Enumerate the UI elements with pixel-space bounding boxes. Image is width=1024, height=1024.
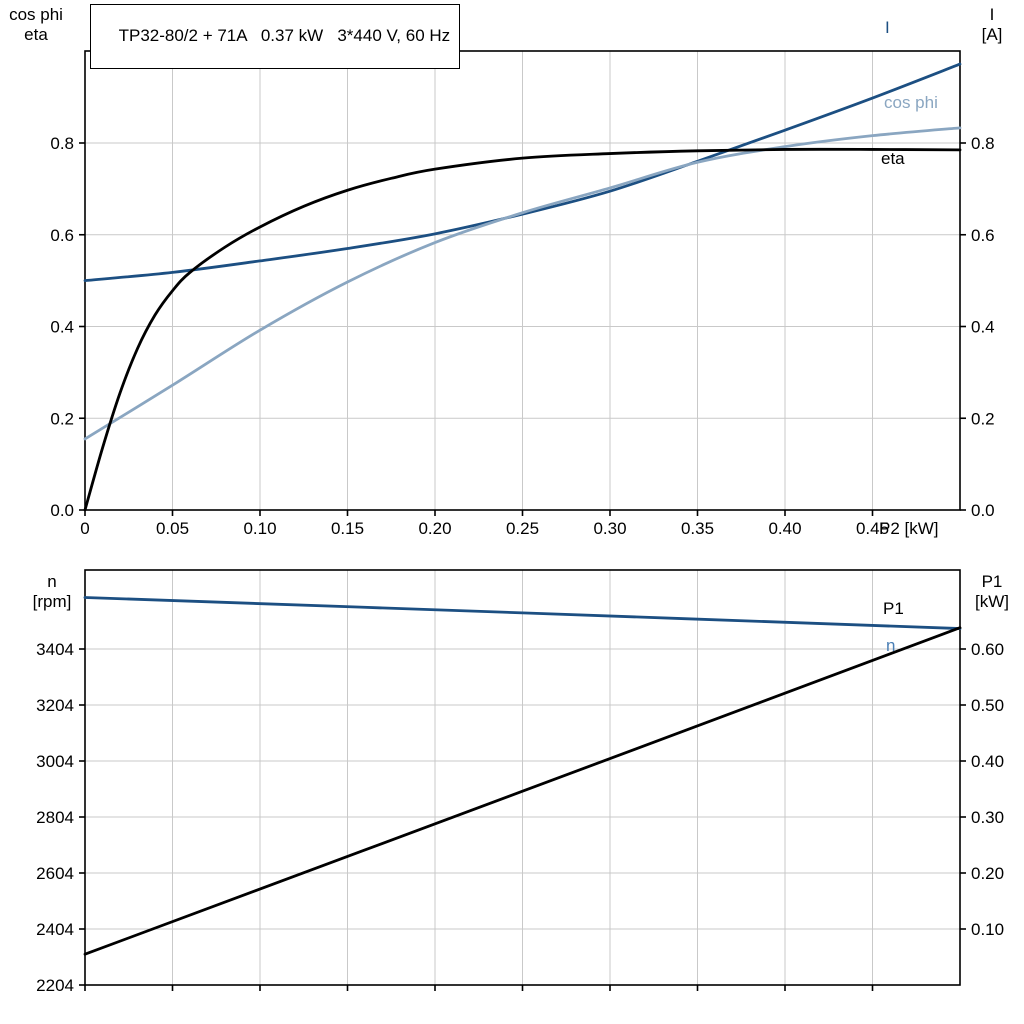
left-tick-label: 0.4 (50, 318, 74, 337)
right-tick-label: 0.10 (971, 920, 1004, 939)
left-tick-label: 0.6 (50, 226, 74, 245)
left-tick-label: 2604 (36, 864, 74, 883)
x-tick-label: 0.05 (156, 519, 189, 538)
left-tick-label: 2204 (36, 976, 74, 995)
curve-cos-phi (83, 126, 962, 441)
curve-P1 (83, 626, 962, 956)
speed-power-chart: 2204 2404 2604 2804 3004 3204 3404 0.10 0.20 0.30… (36, 569, 1004, 995)
curve-n (83, 596, 962, 630)
bottom-chart-right-axis-title: P1 [kW] (962, 572, 1022, 612)
right-axis-title-line-p1: P1 (981, 572, 1003, 591)
curve-label-cos-phi: cos phi (884, 93, 938, 112)
right-tick-label: 0.40 (971, 752, 1004, 771)
curve-label-eta: eta (881, 149, 905, 168)
right-tick-label: 0.2 (971, 409, 995, 428)
top-chart-left-axis-title: cos phi eta (0, 5, 72, 45)
right-tick-label: 0.20 (971, 864, 1004, 883)
left-tick-label: 0.0 (50, 501, 74, 520)
right-tick-label: 0.4 (971, 318, 995, 337)
right-axis-title-line-i: I (989, 5, 995, 24)
top-chart-right-axis-title: I [A] (962, 5, 1022, 45)
x-tick-label: 0.40 (768, 519, 801, 538)
right-tick-label: 0.50 (971, 696, 1004, 715)
curve-eta (83, 147, 962, 512)
x-tick-label: 0.45 (856, 519, 889, 538)
left-tick-label: 3204 (36, 696, 74, 715)
gridlines (85, 570, 960, 985)
right-tick-label: 0.30 (971, 808, 1004, 827)
right-tick-label: 0.60 (971, 640, 1004, 659)
curve-label-P1: P1 (883, 599, 904, 618)
x-tick-label: 0.15 (331, 519, 364, 538)
x-tick-label: 0 (80, 519, 89, 538)
x-tick-label: 0.30 (593, 519, 626, 538)
x-tick-label: 0.35 (681, 519, 714, 538)
chart-title-box: TP32-80/2 + 71A 0.37 kW 3*440 V, 60 Hz (90, 4, 461, 69)
right-tick-label: 0.6 (971, 226, 995, 245)
x-tick-label: 0.25 (506, 519, 539, 538)
left-tick-label: 2804 (36, 808, 74, 827)
left-tick-label: 3004 (36, 752, 74, 771)
curve-label-I: I (885, 18, 890, 37)
curve-label-n: n (886, 636, 895, 655)
left-tick-label: 2404 (36, 920, 74, 939)
x-tick-label: 0.20 (418, 519, 451, 538)
x-axis-label: P2 [kW] (879, 519, 939, 538)
left-axis-title-line-cosphi: cos phi (9, 5, 63, 24)
x-tick-label: 0.10 (243, 519, 276, 538)
motor-electrical-chart: 0.0 0.2 0.4 0.6 0.8 0.0 0.2 0.4 0.6 0.8 0 0.05 0.10 0… (50, 18, 994, 538)
right-axis-title-line-amps: [A] (981, 25, 1003, 44)
right-axis-title-line-kw: [kW] (975, 592, 1009, 611)
left-tick-label: 3404 (36, 640, 74, 659)
left-tick-label: 0.8 (50, 134, 74, 153)
left-axis-title-line-eta: eta (24, 25, 48, 44)
left-axis-title-line-n: n (47, 572, 57, 591)
left-tick-label: 0.2 (50, 409, 74, 428)
chart-title: TP32-80/2 + 71A 0.37 kW 3*440 V, 60 Hz (118, 26, 451, 45)
right-tick-label: 0.0 (971, 501, 995, 520)
left-axis-title-line-rpm: [rpm] (32, 592, 72, 611)
bottom-chart-left-axis-title: n [rpm] (16, 572, 88, 612)
gridlines (85, 51, 960, 510)
right-tick-label: 0.8 (971, 134, 995, 153)
